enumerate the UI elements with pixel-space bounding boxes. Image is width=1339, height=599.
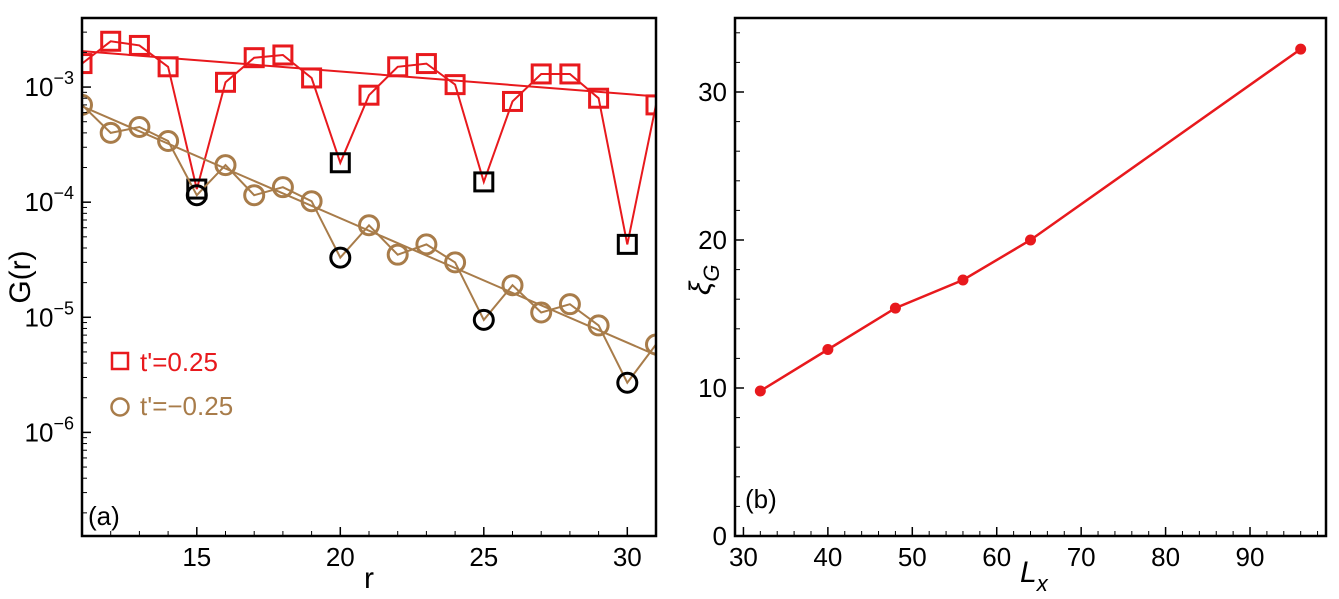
y-tick-label: 20 <box>698 225 727 255</box>
data-point-square <box>588 87 610 109</box>
panel-a-ylabel: G(r) <box>4 250 37 303</box>
panel-b-xlabel: Lx <box>1020 556 1049 596</box>
data-point-square <box>243 47 265 69</box>
data-point-square <box>157 56 179 78</box>
xi-line <box>759 48 1302 393</box>
data-point-circle <box>99 121 122 144</box>
data-point-square <box>301 67 323 89</box>
data-point-square <box>415 53 437 75</box>
data-point-circle <box>558 293 581 316</box>
legend-label-tprime-pos: t'=0.25 <box>140 347 218 377</box>
data-point-square <box>82 53 93 75</box>
data-line-tprime-neg <box>82 104 656 385</box>
panel-a: 15 20 25 30 10−6 10−5 10−4 10−3 r G(r) (a) t'=0… <box>4 16 658 595</box>
y-tick-label: 10−4 <box>25 183 74 217</box>
x-tick-label: 30 <box>729 542 758 572</box>
panel-b-ylabel-main: ξ <box>684 280 717 295</box>
y-tick-label: 10−6 <box>25 413 74 447</box>
x-tick-label: 40 <box>813 542 842 572</box>
data-point-square <box>530 63 552 85</box>
y-tick-label: 0 <box>713 521 727 551</box>
panel-a-label: (a) <box>88 501 120 531</box>
data-point-square <box>444 74 466 96</box>
xi-data-point <box>822 344 834 356</box>
panel-b-ticks: 30 40 50 60 70 80 90 0 10 20 30 <box>698 32 1319 572</box>
data-point-square <box>128 34 150 56</box>
panel-a-ticks: 15 20 25 30 10−6 10−5 10−4 10−3 <box>25 31 657 572</box>
data-point-circle <box>501 274 524 297</box>
data-point-circle <box>271 176 294 199</box>
panel-b-frame <box>733 16 1328 538</box>
data-point-circle <box>444 251 467 274</box>
data-point-circle <box>185 184 208 207</box>
xi-data-point <box>1295 43 1307 55</box>
data-point-square <box>559 63 581 85</box>
x-tick-label: 50 <box>898 542 927 572</box>
legend-label-tprime-neg: t'=−0.25 <box>140 391 233 421</box>
fit-line-tprime-neg <box>82 105 656 356</box>
data-point-circle <box>243 184 266 207</box>
y-tick-label: 10−3 <box>25 68 74 102</box>
panel-b-xlabel-sub: x <box>1036 571 1049 596</box>
panel-a-plot-area <box>82 30 656 394</box>
data-point-square <box>473 171 495 193</box>
panel-b-ylabel-sub: G <box>699 264 724 281</box>
x-tick-label: 15 <box>182 542 211 572</box>
data-point-square <box>215 71 236 93</box>
x-tick-label: 90 <box>1236 542 1265 572</box>
data-point-circle <box>329 246 352 269</box>
y-tick-label: 30 <box>698 77 727 107</box>
data-point-circle <box>128 115 151 138</box>
data-point-circle <box>82 93 93 116</box>
panel-b-ylabel: ξG <box>684 264 724 295</box>
data-point-circle <box>214 154 237 177</box>
data-point-square <box>329 152 351 174</box>
data-point-square <box>502 90 523 112</box>
xi-data-point <box>957 274 969 286</box>
data-point-square <box>616 233 638 255</box>
data-point-circle <box>415 233 438 256</box>
panel-b-plot-area <box>754 43 1307 397</box>
data-point-square <box>358 84 380 106</box>
data-point-circle <box>645 333 656 356</box>
data-point-square <box>100 30 122 52</box>
panel-a-series-group <box>82 30 656 394</box>
panel-b-label: (b) <box>745 484 777 514</box>
data-point-circle <box>587 314 610 337</box>
x-tick-label: 60 <box>982 542 1011 572</box>
y-tick-label: 10−5 <box>25 298 74 332</box>
x-tick-label: 30 <box>613 542 642 572</box>
data-point-square <box>645 94 656 116</box>
panel-b: 30 40 50 60 70 80 90 0 10 20 30 Lx ξG (b) <box>684 16 1328 596</box>
legend-circle-marker <box>110 397 130 417</box>
panel-a-legend: t'=0.25 t'=−0.25 <box>110 347 233 421</box>
data-point-circle <box>157 129 180 152</box>
x-tick-label: 80 <box>1151 542 1180 572</box>
data-point-circle <box>616 371 639 394</box>
panel-b-xlabel-main: L <box>1020 556 1037 589</box>
data-point-circle <box>472 308 495 331</box>
x-tick-label: 70 <box>1067 542 1096 572</box>
panel-a-xlabel: r <box>364 562 374 595</box>
data-point-circle <box>386 243 409 266</box>
x-tick-label: 20 <box>326 542 355 572</box>
xi-data-point <box>1025 234 1036 246</box>
xi-data-point <box>889 302 901 314</box>
data-point-square <box>387 56 409 78</box>
data-point-circle <box>530 301 553 324</box>
data-point-circle <box>300 190 323 213</box>
data-point-square <box>272 44 294 66</box>
y-tick-label: 10 <box>698 373 727 403</box>
data-point-circle <box>358 214 380 237</box>
legend-square-marker <box>110 351 130 371</box>
xi-data-point <box>754 385 766 397</box>
x-tick-label: 25 <box>469 542 498 572</box>
